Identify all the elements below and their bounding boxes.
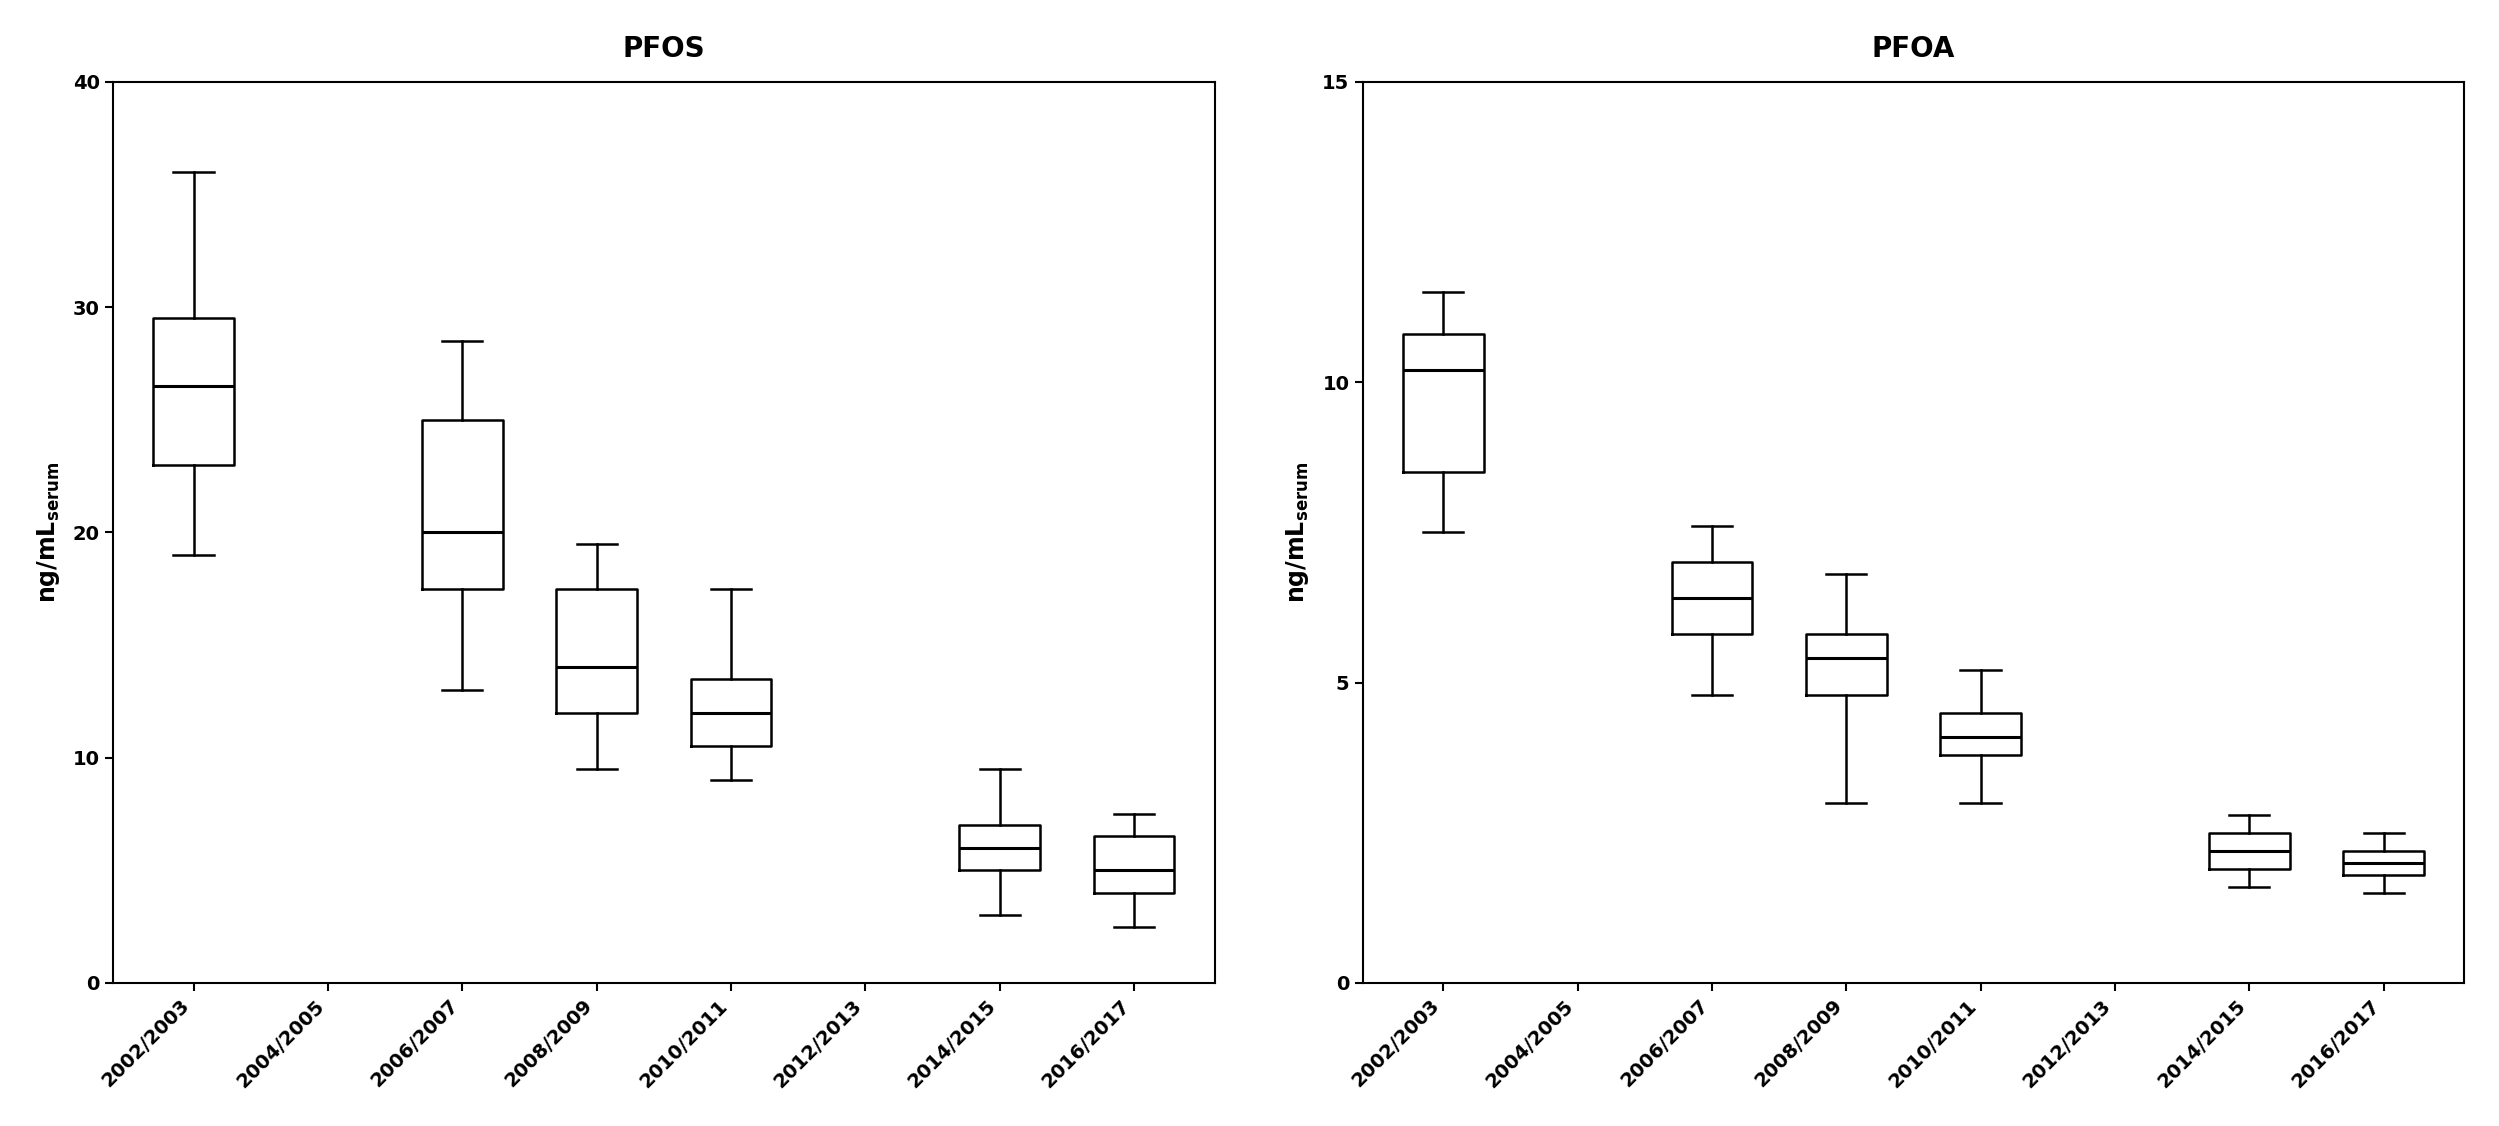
Title: PFOS: PFOS (622, 35, 705, 63)
Title: PFOA: PFOA (1872, 35, 1954, 63)
Y-axis label: ng/mL$_{\mathregular{serum}}$: ng/mL$_{\mathregular{serum}}$ (35, 462, 62, 602)
Y-axis label: ng/mL$_{\mathregular{serum}}$: ng/mL$_{\mathregular{serum}}$ (1284, 462, 1312, 602)
